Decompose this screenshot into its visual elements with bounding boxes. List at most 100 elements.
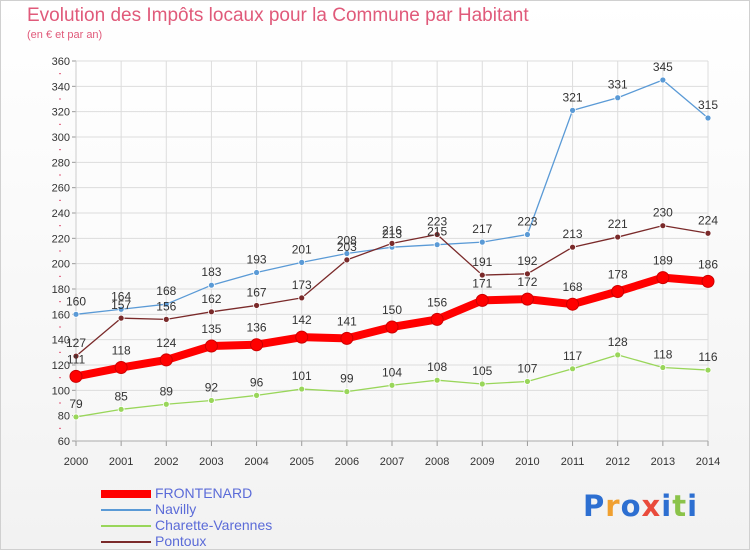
data-label-navilly: 345 xyxy=(653,60,673,74)
data-label-frontenard: 111 xyxy=(67,352,86,366)
x-tick-label: 2003 xyxy=(199,456,223,468)
data-point-pontoux xyxy=(478,271,486,279)
data-label-frontenard: 172 xyxy=(517,275,537,289)
data-point-pontoux xyxy=(253,302,260,309)
data-point-frontenard xyxy=(475,293,489,307)
legend-label-navilly: Navilly xyxy=(155,501,197,517)
data-point-charette-varennes xyxy=(253,391,260,399)
data-label-charette-varennes: 79 xyxy=(69,397,83,411)
data-point-frontenard xyxy=(566,297,580,311)
data-point-charette-varennes xyxy=(614,351,622,359)
data-point-navilly xyxy=(614,94,622,102)
data-point-navilly xyxy=(208,281,215,289)
data-label-frontenard: 189 xyxy=(653,254,673,268)
y-tick-label: 180 xyxy=(52,284,70,296)
data-label-pontoux: 230 xyxy=(653,206,673,220)
data-label-navilly: 213 xyxy=(382,227,402,241)
data-label-charette-varennes: 85 xyxy=(114,389,128,403)
data-point-navilly xyxy=(659,76,667,84)
data-point-charette-varennes xyxy=(388,381,396,389)
x-tick-label: 2005 xyxy=(289,456,313,468)
data-label-pontoux: 221 xyxy=(608,217,628,231)
data-label-navilly: 217 xyxy=(472,222,492,236)
data-point-frontenard xyxy=(69,369,83,383)
y-tick-label: 360 xyxy=(52,56,70,68)
data-label-pontoux: 192 xyxy=(517,254,537,268)
x-tick-label: 2009 xyxy=(470,456,494,468)
data-label-navilly: 160 xyxy=(66,294,86,308)
legend-swatch-navilly xyxy=(101,509,151,511)
x-tick-label: 2014 xyxy=(696,456,720,468)
data-label-pontoux: 191 xyxy=(472,255,492,269)
data-point-pontoux xyxy=(433,231,441,238)
data-label-navilly: 331 xyxy=(608,78,628,92)
data-label-charette-varennes: 117 xyxy=(563,349,582,363)
x-tick-label: 2008 xyxy=(425,456,449,468)
y-tick-label: 200 xyxy=(52,259,70,271)
data-label-charette-varennes: 89 xyxy=(160,384,174,398)
data-point-pontoux xyxy=(117,314,125,322)
y-tick-label: 60 xyxy=(58,436,70,448)
data-point-navilly xyxy=(298,258,306,266)
data-point-navilly xyxy=(72,310,80,318)
data-label-charette-varennes: 104 xyxy=(382,365,402,379)
legend-label-charette-varennes: Charette-Varennes xyxy=(155,517,273,533)
data-label-navilly: 193 xyxy=(247,253,267,267)
data-label-frontenard: 186 xyxy=(698,257,718,271)
y-tick-label: 320 xyxy=(52,107,70,119)
data-label-pontoux: 167 xyxy=(247,285,267,299)
data-point-charette-varennes xyxy=(72,413,80,421)
data-point-navilly xyxy=(524,231,531,238)
y-tick-label: 100 xyxy=(52,385,70,397)
data-label-charette-varennes: 116 xyxy=(698,350,717,364)
data-point-pontoux xyxy=(208,308,215,316)
y-tick-label: 300 xyxy=(52,132,70,144)
data-label-pontoux: 223 xyxy=(427,215,447,229)
data-label-pontoux: 216 xyxy=(382,223,402,237)
logo-letter: x xyxy=(641,489,662,523)
data-label-frontenard: 136 xyxy=(247,321,267,335)
data-label-frontenard: 124 xyxy=(156,336,176,350)
data-point-charette-varennes xyxy=(298,385,306,393)
legend-label-frontenard: FRONTENARD xyxy=(155,485,253,501)
data-point-pontoux xyxy=(569,243,576,251)
data-label-navilly: 164 xyxy=(111,289,131,303)
legend-swatch-frontenard xyxy=(101,490,151,498)
logo-letter: P xyxy=(583,489,606,523)
chart-subtitle: (en € et par an) xyxy=(27,29,103,41)
data-point-frontenard xyxy=(340,331,354,345)
data-point-navilly xyxy=(704,114,712,122)
data-label-pontoux: 162 xyxy=(201,292,221,306)
data-point-pontoux xyxy=(524,270,531,278)
data-point-charette-varennes xyxy=(208,397,215,404)
data-label-charette-varennes: 118 xyxy=(653,348,672,362)
data-label-charette-varennes: 107 xyxy=(517,361,537,375)
data-label-frontenard: 142 xyxy=(292,313,312,327)
y-tick-label: 340 xyxy=(52,81,70,93)
data-point-charette-varennes xyxy=(704,366,712,374)
data-point-navilly xyxy=(478,238,486,246)
logo-letter: i xyxy=(661,489,673,523)
data-label-charette-varennes: 128 xyxy=(608,335,628,349)
data-point-charette-varennes xyxy=(478,380,486,388)
legend-swatch-charette-varennes xyxy=(101,525,151,527)
logo-letter: r xyxy=(605,489,621,523)
y-tick-label: 80 xyxy=(58,411,70,423)
axes: 6080100120140160180200220240260280300320… xyxy=(52,56,721,468)
data-label-pontoux: 127 xyxy=(66,336,86,350)
data-label-navilly: 208 xyxy=(337,234,357,248)
data-label-navilly: 315 xyxy=(698,98,718,112)
x-tick-label: 2004 xyxy=(244,456,268,468)
data-point-navilly xyxy=(253,269,260,276)
y-tick-label: 220 xyxy=(52,233,70,245)
data-label-charette-varennes: 108 xyxy=(427,360,447,374)
data-label-navilly: 168 xyxy=(156,284,176,298)
y-tick-label: 140 xyxy=(52,335,70,347)
data-label-navilly: 201 xyxy=(292,242,312,256)
data-point-navilly xyxy=(569,107,576,114)
data-label-charette-varennes: 99 xyxy=(340,372,354,386)
x-tick-label: 2006 xyxy=(335,456,359,468)
x-tick-label: 2013 xyxy=(651,456,675,468)
data-label-charette-varennes: 96 xyxy=(250,375,264,389)
data-label-frontenard: 141 xyxy=(337,314,357,328)
